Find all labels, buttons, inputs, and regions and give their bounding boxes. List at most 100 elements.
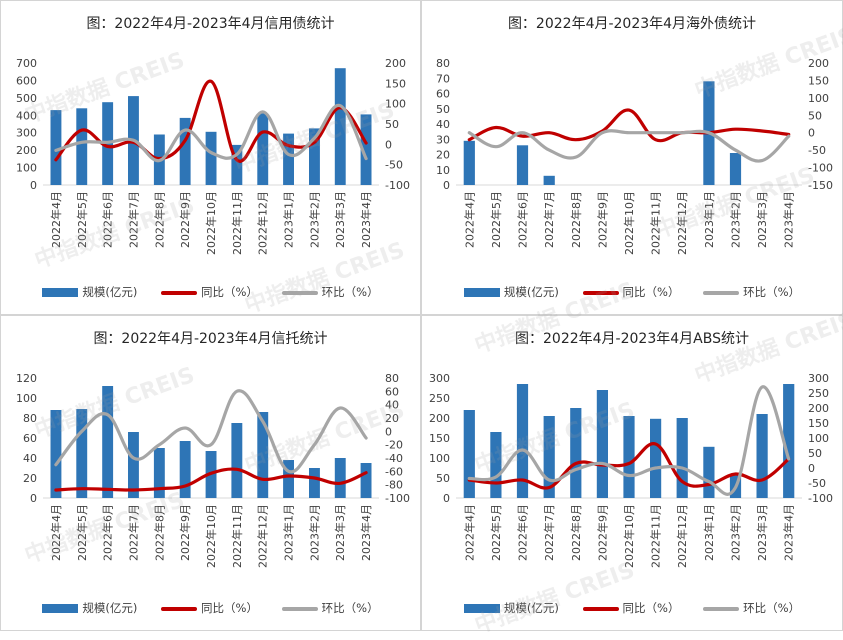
bar <box>309 128 320 185</box>
legend-item-mom: 环比（%） <box>281 284 379 300</box>
legend-swatch-bar <box>42 604 79 613</box>
x-tick-label: 2022年5月 <box>489 504 503 561</box>
x-tick-label: 2022年8月 <box>569 504 583 561</box>
y-left-tick-label: 40 <box>23 452 37 465</box>
bar <box>360 463 372 498</box>
bar <box>596 390 608 498</box>
y-right-tick-label: 200 <box>808 57 829 70</box>
y-left-tick-label: 150 <box>429 432 450 445</box>
x-tick-label: 2022年10月 <box>622 504 636 568</box>
y-right-tick-label: 60 <box>385 385 399 398</box>
y-right-tick-label: 50 <box>808 447 822 460</box>
legend-swatch-mom <box>703 290 740 295</box>
x-tick-label: 2023年2月 <box>728 504 742 561</box>
y-left-tick-label: 100 <box>16 392 37 405</box>
x-tick-label: 2022年10月 <box>204 191 218 255</box>
y-left-tick-label: 80 <box>23 412 37 425</box>
y-right-tick-label: 0 <box>385 425 392 438</box>
x-tick-label: 2022年12月 <box>675 504 689 568</box>
bar <box>179 117 191 185</box>
y-right-tick-label: -40 <box>385 452 403 465</box>
legend-item-mom: 环比（%） <box>703 284 800 300</box>
y-left-tick-label: 50 <box>436 103 450 116</box>
bar <box>257 113 269 185</box>
chart-title: 图：2022年4月-2023年4月信用债统计 <box>86 16 335 32</box>
yoy-series-line <box>54 79 368 163</box>
x-tick-label: 2023年2月 <box>307 191 321 248</box>
y-right-tick-label: 150 <box>808 74 829 87</box>
legend-item-scale: 规模(亿元) <box>463 284 559 300</box>
y-left-tick-label: 30 <box>436 133 450 146</box>
bar <box>676 418 688 498</box>
chart-legend: 规模(亿元) 同比（%） 环比（%） <box>422 284 842 300</box>
legend-label-scale: 规模(亿元) <box>82 601 138 615</box>
bar <box>76 108 88 185</box>
legend-label-mom: 环比（%） <box>321 601 379 615</box>
bar <box>334 458 346 498</box>
legend-label-yoy: 同比（%） <box>622 285 680 299</box>
x-tick-label: 2023年1月 <box>702 504 716 561</box>
x-tick-label: 2022年5月 <box>75 191 89 248</box>
abs-chart-svg: 0 50 100 150 200 250 300 -100 -50 0 50 100 150 200 250… <box>429 372 833 568</box>
y-right-tick-label: -50 <box>808 477 826 490</box>
x-tick-label: 2022年11月 <box>230 504 244 568</box>
legend-item-scale: 规模(亿元) <box>42 284 137 300</box>
y-right-tick-label: -100 <box>385 179 410 192</box>
bar <box>334 68 346 185</box>
y-right-tick-label: 150 <box>385 77 406 90</box>
y-left-tick-label: 300 <box>429 372 450 385</box>
bar <box>231 144 243 185</box>
x-tick-label: 2023年4月 <box>782 191 796 248</box>
yoy-series-line <box>54 467 368 492</box>
legend-label-yoy: 同比（%） <box>622 601 680 615</box>
bar <box>50 410 62 498</box>
chart-panel-trust: 0 20 40 60 80 100 120 -100 -80 -60 -40 -20 0 20 40 60 80… <box>0 315 421 631</box>
x-tick-label: 2022年8月 <box>152 504 166 561</box>
mom-series-line <box>467 129 791 163</box>
x-tick-label: 2022年7月 <box>542 191 556 248</box>
bar <box>283 133 294 185</box>
y-left-tick-label: 200 <box>429 412 450 425</box>
y-left-tick-label: 80 <box>436 57 450 70</box>
y-right-tick-label: 100 <box>808 92 829 105</box>
bar <box>463 410 475 498</box>
y-right-tick-label: 250 <box>808 387 829 400</box>
legend-item-yoy: 同比（%） <box>161 284 258 300</box>
x-tick-label: 2022年9月 <box>595 504 609 561</box>
y-right-tick-label: -60 <box>385 465 403 478</box>
bar <box>516 145 529 185</box>
chart-legend: 规模(亿元) 同比（%） 环比（%） <box>422 600 842 616</box>
bar <box>179 441 191 498</box>
y-left-tick-label: 400 <box>16 109 37 122</box>
y-right-tick-label: 100 <box>808 432 829 445</box>
x-tick-label: 2022年7月 <box>126 191 140 248</box>
y-left-tick-label: 250 <box>429 392 450 405</box>
y-left-tick-label: 500 <box>16 92 37 105</box>
y-left-tick-label: 200 <box>16 144 37 157</box>
bar <box>543 416 555 498</box>
bar <box>257 412 269 498</box>
overseas-bond-chart-svg: 0 10 20 30 40 50 60 70 80 -150 -100 -50 0 50 100 150 200… <box>436 57 833 255</box>
x-tick-label: 2022年4月 <box>462 191 476 248</box>
y-left-tick-label: 10 <box>436 164 450 177</box>
bar <box>729 153 742 185</box>
bar <box>650 418 662 498</box>
bar <box>50 110 62 185</box>
bar <box>283 460 294 498</box>
yoy-series-line <box>467 442 791 490</box>
legend-swatch-bar <box>463 288 500 297</box>
x-tick-label: 2022年6月 <box>516 191 530 248</box>
bar <box>756 414 768 498</box>
x-tick-label: 2022年6月 <box>101 191 115 248</box>
bar <box>783 384 795 498</box>
x-tick-label: 2023年2月 <box>307 504 321 561</box>
bar <box>516 384 529 498</box>
x-tick-label: 2022年11月 <box>649 191 663 255</box>
y-right-tick-label: 0 <box>808 462 815 475</box>
mom-series-line <box>54 104 368 163</box>
legend-swatch-bar <box>463 604 500 613</box>
legend-swatch-bar <box>42 288 79 297</box>
bar <box>703 446 715 498</box>
chart-legend: 规模(亿元) 同比（%） 环比（%） <box>1 600 420 616</box>
